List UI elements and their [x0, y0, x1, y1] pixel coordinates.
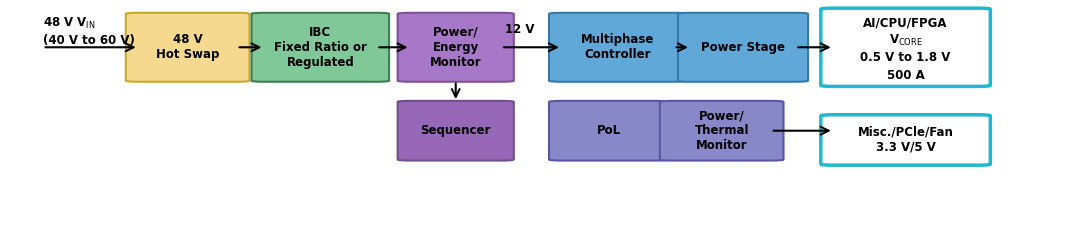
Text: V$_{\mathrm{CORE}}$: V$_{\mathrm{CORE}}$: [889, 33, 922, 48]
Text: 12 V: 12 V: [505, 23, 535, 36]
FancyBboxPatch shape: [660, 101, 784, 161]
Text: Multiphase
Controller: Multiphase Controller: [581, 33, 655, 61]
FancyBboxPatch shape: [549, 101, 668, 161]
Text: 0.5 V to 1.8 V: 0.5 V to 1.8 V: [860, 51, 951, 64]
Text: (40 V to 60 V): (40 V to 60 V): [43, 34, 134, 47]
FancyBboxPatch shape: [398, 101, 514, 161]
Text: AI/CPU/FPGA: AI/CPU/FPGA: [863, 16, 948, 29]
Text: Power/
Thermal
Monitor: Power/ Thermal Monitor: [694, 109, 749, 152]
Text: IBC
Fixed Ratio or
Regulated: IBC Fixed Ratio or Regulated: [274, 26, 367, 69]
Text: PoL: PoL: [597, 124, 620, 137]
FancyBboxPatch shape: [398, 13, 514, 82]
Text: 48 V V$_{\mathrm{IN}}$: 48 V V$_{\mathrm{IN}}$: [43, 16, 95, 31]
FancyBboxPatch shape: [821, 115, 990, 165]
Text: Misc./PCle/Fan
3.3 V/5 V: Misc./PCle/Fan 3.3 V/5 V: [858, 126, 953, 154]
Text: Power Stage: Power Stage: [701, 41, 785, 54]
FancyBboxPatch shape: [252, 13, 389, 82]
Text: Sequencer: Sequencer: [420, 124, 491, 137]
Text: 48 V
Hot Swap: 48 V Hot Swap: [156, 33, 220, 61]
Text: 500 A: 500 A: [887, 69, 924, 82]
FancyBboxPatch shape: [126, 13, 249, 82]
FancyBboxPatch shape: [821, 8, 990, 86]
FancyBboxPatch shape: [678, 13, 808, 82]
FancyBboxPatch shape: [549, 13, 687, 82]
Text: Power/
Energy
Monitor: Power/ Energy Monitor: [430, 26, 482, 69]
